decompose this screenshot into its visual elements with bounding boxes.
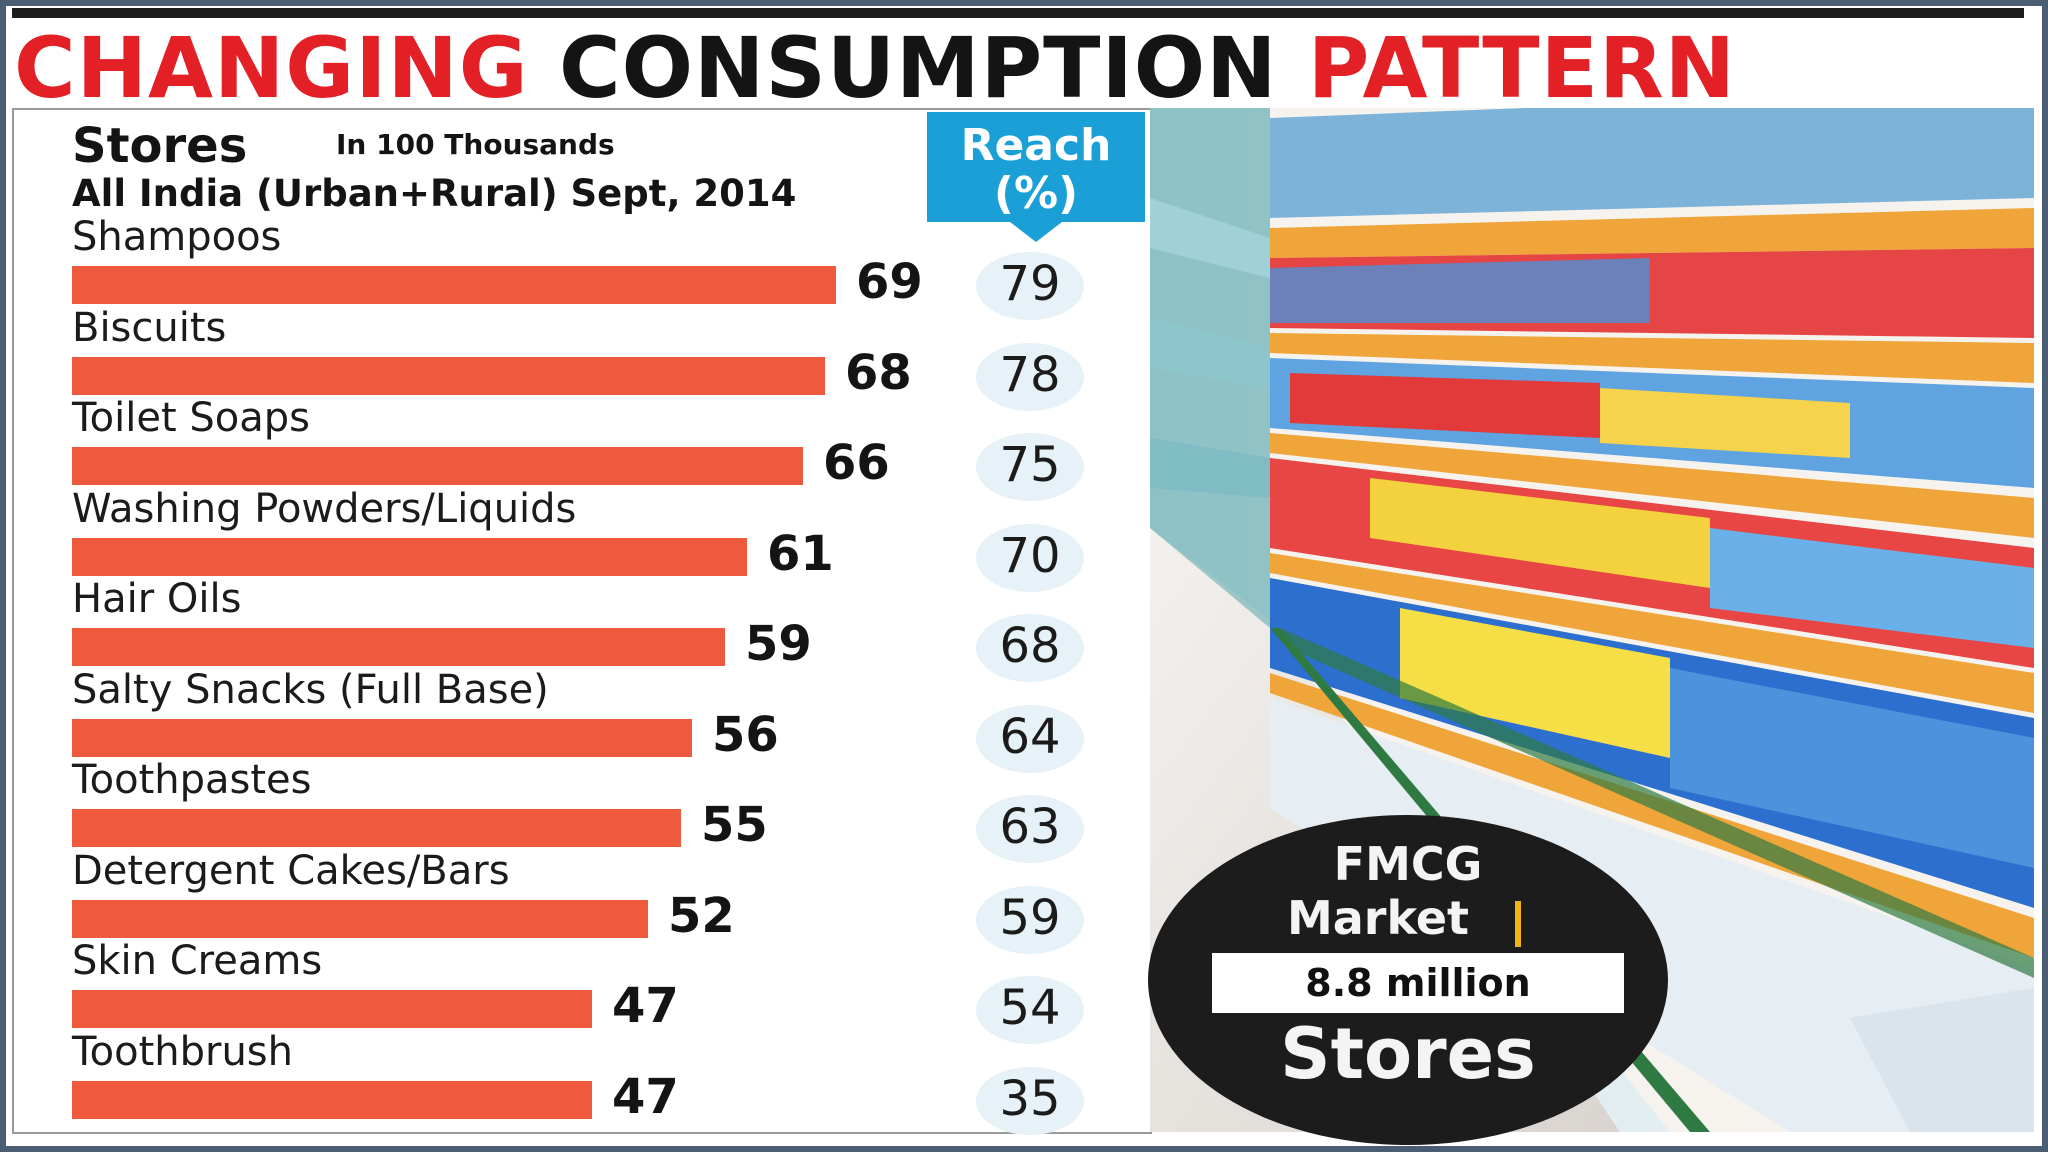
reach-value-label: 70 xyxy=(999,527,1061,584)
stores-value-label: 61 xyxy=(767,525,834,582)
title-word-pattern: PATTERN xyxy=(1307,19,1736,117)
stores-value-label: 59 xyxy=(745,616,812,672)
infographic-title: CHANGING CONSUMPTION PATTERN xyxy=(14,22,1736,114)
stores-value-label: 55 xyxy=(701,797,768,853)
stores-value-label: 47 xyxy=(612,1068,679,1125)
reach-value-label: 63 xyxy=(999,799,1061,855)
stores-value-label: 52 xyxy=(668,887,735,944)
reach-value-label: 78 xyxy=(999,346,1061,403)
category-label: Biscuits xyxy=(72,304,227,351)
badge-accent-bar xyxy=(1515,901,1521,947)
reach-value-bubble xyxy=(976,795,1084,863)
category-label: Skin Creams xyxy=(72,938,323,984)
reach-value-label: 59 xyxy=(999,889,1061,946)
category-label: Washing Powders/Liquids xyxy=(72,485,577,532)
chart-title: Stores xyxy=(72,118,248,174)
chart-subtitle: All India (Urban+Rural) Sept, 2014 xyxy=(72,172,797,215)
fmcg-market-badge: FMCG Market 8.8 million Stores xyxy=(1148,815,1668,1145)
stores-value-label: 47 xyxy=(612,978,679,1034)
stores-bar xyxy=(72,356,825,395)
reach-value-bubble xyxy=(976,614,1084,682)
category-label: Salty Snacks (Full Base) xyxy=(72,666,549,713)
stores-bar xyxy=(72,990,592,1028)
title-word-changing: CHANGING xyxy=(14,19,529,117)
reach-header-pointer xyxy=(1010,222,1062,242)
reach-value-bubble xyxy=(976,885,1084,954)
badge-store-count: 8.8 million xyxy=(1212,953,1624,1013)
reach-value-bubble xyxy=(976,1066,1084,1135)
reach-value-label: 64 xyxy=(999,708,1061,765)
category-label: Toilet Soaps xyxy=(72,395,310,441)
stores-bar xyxy=(72,537,747,576)
stores-value-label: 68 xyxy=(845,344,912,401)
reach-value-bubble xyxy=(976,433,1084,501)
badge-stores-text: Stores xyxy=(1280,1013,1536,1095)
category-label: Toothbrush xyxy=(72,1028,293,1075)
reach-header-line2: (%) xyxy=(993,168,1079,219)
stores-value-label: 56 xyxy=(712,706,779,763)
reach-value-bubble xyxy=(976,342,1084,411)
reach-value-bubble xyxy=(976,523,1084,592)
stores-value-label: 66 xyxy=(823,435,890,491)
reach-value-label: 35 xyxy=(999,1070,1061,1127)
reach-value-bubble xyxy=(976,976,1084,1044)
reach-value-label: 79 xyxy=(999,256,1061,312)
stores-bar xyxy=(72,266,836,304)
reach-column-header: Reach (%) xyxy=(927,112,1145,222)
reach-value-label: 68 xyxy=(999,618,1061,674)
badge-market-text: Market xyxy=(1286,891,1470,945)
reach-value-bubble xyxy=(976,252,1084,320)
category-label: Toothpastes xyxy=(72,757,312,803)
badge-fmcg-text: FMCG xyxy=(1333,837,1483,891)
category-label: Shampoos xyxy=(72,214,282,260)
stores-bar xyxy=(72,809,681,847)
reach-value-label: 75 xyxy=(999,437,1061,493)
title-word-consumption: CONSUMPTION xyxy=(558,19,1278,117)
stores-bar xyxy=(72,899,648,938)
stores-bar xyxy=(72,447,803,485)
stores-bar xyxy=(72,628,725,666)
reach-value-bubble xyxy=(976,704,1084,773)
stores-bar xyxy=(72,1080,592,1119)
chart-units: In 100 Thousands xyxy=(336,128,615,161)
top-rule xyxy=(12,8,2024,18)
stores-value-label: 69 xyxy=(856,254,923,310)
stores-bar xyxy=(72,718,692,757)
reach-header-line1: Reach xyxy=(960,120,1112,171)
category-label: Hair Oils xyxy=(72,576,242,622)
category-label: Detergent Cakes/Bars xyxy=(72,847,510,894)
reach-value-label: 54 xyxy=(999,980,1061,1036)
